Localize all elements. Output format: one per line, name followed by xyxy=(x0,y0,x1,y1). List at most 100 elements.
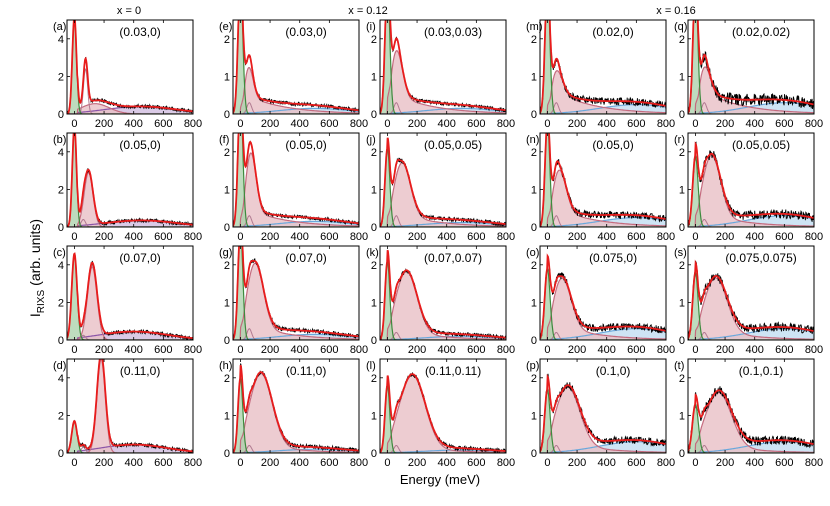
panel-i-ytick-label-2: 2 xyxy=(371,34,377,46)
panel-f-xtick-label-0: 0 xyxy=(237,231,243,243)
panel-s-background-fill xyxy=(688,328,814,340)
panel-p-ytick-label-1: 1 xyxy=(531,410,537,422)
panel-o-ytick-label-0: 0 xyxy=(531,335,537,347)
panel-n-plot-area xyxy=(540,133,666,227)
panel-c-xtick-label-200: 200 xyxy=(95,344,113,356)
x-axis-label: Energy (meV) xyxy=(400,472,480,487)
panel-s-paramagnon-line xyxy=(688,277,814,340)
panel-t-xtick-label-400: 400 xyxy=(746,457,764,469)
panel-k-phonon-line xyxy=(380,332,506,340)
panel-o-xtick-label-0: 0 xyxy=(544,344,550,356)
panel-s-ytick-label-2: 2 xyxy=(679,260,685,272)
panel-h-xtick-label-200: 200 xyxy=(261,457,279,469)
panel-p-ytick-label-0: 0 xyxy=(531,448,537,460)
panel-r-xtick-label-0: 0 xyxy=(692,231,698,243)
panel-q-ytick-label-2: 2 xyxy=(679,34,685,46)
panel-k-paramagnon-fill xyxy=(380,271,506,340)
panel-g-frame xyxy=(232,245,360,341)
panel-o-fit-line xyxy=(540,253,666,339)
panel-g-xtick-label-200: 200 xyxy=(261,344,279,356)
panel-c-xtick-label-800: 800 xyxy=(184,344,202,356)
panel-m-xtick-label-400: 400 xyxy=(598,118,616,130)
panel-b-label: (b) xyxy=(53,134,66,146)
panel-s-xtick-label-200: 200 xyxy=(716,344,734,356)
panel-k-ytick-label-0: 0 xyxy=(371,335,377,347)
panel-s-xtick-label-400: 400 xyxy=(746,344,764,356)
panel-f-paramagnon-fill xyxy=(233,153,359,227)
panel-i-fit-line xyxy=(380,20,506,114)
panel-i-phonon-line xyxy=(380,102,506,114)
panel-q-q-label: (0.02,0.02) xyxy=(732,25,790,39)
panel-k: 0 200 400 600 800 0 1 2(k) (0.07,0.07) xyxy=(366,245,515,356)
panel-p-xtick-label-600: 600 xyxy=(627,457,645,469)
panel-t-fit-line xyxy=(688,389,814,452)
panel-p-paramagnon-fill xyxy=(540,387,666,453)
panel-h-ytick-label-0: 0 xyxy=(224,448,230,460)
panel-g-xtick-label-400: 400 xyxy=(291,344,309,356)
panel-n-ytick-label-1: 1 xyxy=(531,184,537,196)
panel-l-ytick-label-0: 0 xyxy=(371,448,377,460)
panel-b: 0 200 400 600 800 0 2 4(b) (0.05,0) xyxy=(53,132,202,243)
panel-j: 0 200 400 600 800 0 1 2(j) (0.05,0.05) xyxy=(366,132,515,243)
panel-s-xtick-label-600: 600 xyxy=(775,344,793,356)
panel-q-xtick-label-800: 800 xyxy=(805,118,823,130)
panel-j-xtick-label-800: 800 xyxy=(497,231,515,243)
panel-g-xtick-label-0: 0 xyxy=(237,344,243,356)
panel-s-fit-line xyxy=(688,259,814,340)
panel-t-ytick-label-0: 0 xyxy=(679,448,685,460)
panel-d-xtick-label-400: 400 xyxy=(125,457,143,469)
panel-r-xtick-label-600: 600 xyxy=(775,231,793,243)
panel-g-ytick-label-2: 2 xyxy=(224,260,230,272)
panel-c-fit-line xyxy=(67,252,193,339)
panel-m-label: (m) xyxy=(526,21,543,33)
panel-b-xtick-label-800: 800 xyxy=(184,231,202,243)
panel-o-background-fill xyxy=(540,328,666,340)
panel-f: 0 200 400 600 800 0 1 2(f) (0.05,0) xyxy=(219,132,368,243)
panel-t-paramagnon-fill xyxy=(688,392,814,453)
panel-h-ytick-label-2: 2 xyxy=(224,373,230,385)
panel-l: 0 200 400 600 800 0 1 2(l) (0.11,0.11) xyxy=(366,358,515,469)
panel-j-fit-line xyxy=(380,137,506,227)
panel-s-xtick-label-800: 800 xyxy=(805,344,823,356)
panel-l-plot-area xyxy=(380,372,506,453)
panel-m-ytick-label-2: 2 xyxy=(531,34,537,46)
panel-a-phonon-line xyxy=(67,68,193,114)
panel-j-ytick-label-2: 2 xyxy=(371,147,377,159)
panel-b-ytick-label-2: 2 xyxy=(58,184,64,196)
panel-j-paramagnon-line xyxy=(380,162,506,227)
panel-r-phonon-line xyxy=(688,219,814,227)
panel-d-phonon-line xyxy=(67,446,193,453)
panel-r-ytick-label-0: 0 xyxy=(679,222,685,234)
panel-r-xtick-label-800: 800 xyxy=(805,231,823,243)
panel-f-label: (f) xyxy=(219,134,229,146)
panel-f-xtick-label-400: 400 xyxy=(291,231,309,243)
panel-i-plot-area xyxy=(380,20,506,114)
panel-p-fit-line xyxy=(540,373,666,453)
panel-i-ytick-label-0: 0 xyxy=(371,109,377,121)
panel-h-q-label: (0.11,0) xyxy=(286,364,326,378)
panel-h: 0 200 400 600 800 0 1 2(h) (0.11,0) xyxy=(219,358,368,469)
panel-m-xtick-label-600: 600 xyxy=(627,118,645,130)
panel-e-fit-line xyxy=(233,20,359,114)
panel-n-xtick-label-0: 0 xyxy=(544,231,550,243)
panel-b-plot-area xyxy=(67,133,193,227)
panel-j-xtick-label-400: 400 xyxy=(438,231,456,243)
panel-i-xtick-label-0: 0 xyxy=(384,118,390,130)
panel-d-ytick-label-0: 0 xyxy=(58,448,64,460)
panel-p-xtick-label-200: 200 xyxy=(568,457,586,469)
panel-r-label: (r) xyxy=(674,134,685,146)
panel-o-ytick-label-2: 2 xyxy=(531,260,537,272)
panel-e-xtick-label-200: 200 xyxy=(261,118,279,130)
panel-m-ytick-label-1: 1 xyxy=(531,71,537,83)
panel-g: 0 200 400 600 800 0 1 2(g) (0.07,0) xyxy=(219,245,368,356)
panel-l-xtick-label-200: 200 xyxy=(408,457,426,469)
panel-m-xtick-label-0: 0 xyxy=(544,118,550,130)
panel-t-xtick-label-800: 800 xyxy=(805,457,823,469)
panel-m-plot-area xyxy=(540,20,666,114)
panel-j-paramagnon-fill xyxy=(380,162,506,227)
panel-b-q-label: (0.05,0) xyxy=(119,138,160,152)
panel-k-xtick-label-0: 0 xyxy=(384,344,390,356)
panel-r-xtick-label-400: 400 xyxy=(746,231,764,243)
panel-i-xtick-label-800: 800 xyxy=(497,118,515,130)
panel-k-xtick-label-800: 800 xyxy=(497,344,515,356)
